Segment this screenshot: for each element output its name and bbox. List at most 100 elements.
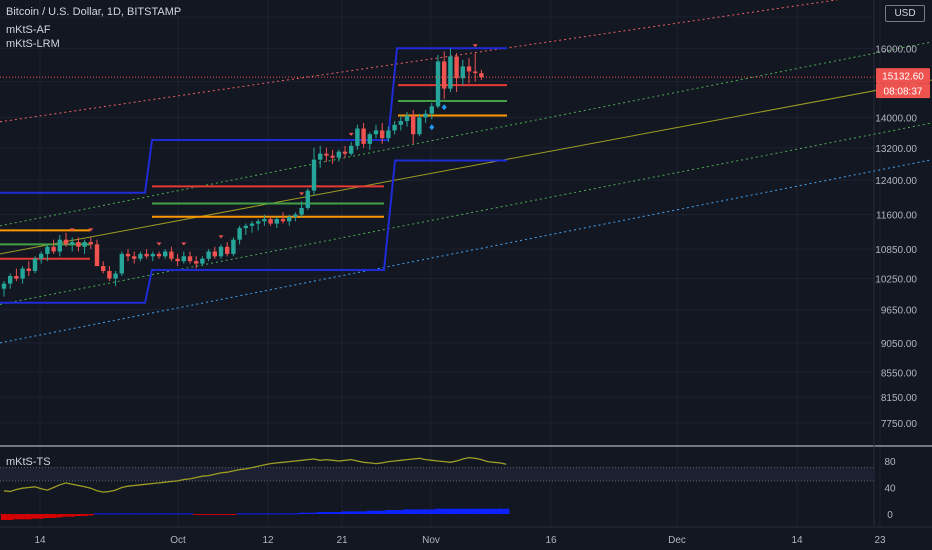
candle-body [249, 223, 255, 226]
histogram-bar [242, 513, 249, 515]
candle [417, 113, 422, 137]
candle [132, 251, 137, 264]
candle [144, 249, 149, 259]
candle [156, 251, 162, 259]
candle [51, 239, 56, 254]
histogram-bar [317, 512, 324, 515]
candle [107, 266, 112, 282]
candle [94, 239, 100, 267]
oscillator-tick-label: 0 [887, 510, 893, 521]
histogram-bar [255, 513, 262, 515]
candle [274, 216, 279, 229]
histogram-bar [19, 514, 26, 520]
candle-body [88, 242, 93, 245]
candle [398, 115, 403, 131]
candle [57, 235, 62, 257]
candle [26, 261, 31, 277]
candle [1, 281, 7, 297]
price-tick-label: 12400.00 [875, 176, 917, 187]
candle [479, 69, 484, 80]
candle [342, 145, 348, 158]
candle-body [466, 66, 472, 72]
candle-body [274, 219, 279, 224]
time-tick-label: 23 [874, 535, 886, 546]
histogram-bar [403, 509, 411, 515]
candle [411, 110, 416, 144]
candle [262, 214, 267, 226]
candle-body [330, 155, 335, 158]
candle-body [138, 253, 143, 259]
candle-body [150, 253, 155, 257]
regression-lower-line [0, 159, 932, 344]
symbol-title[interactable]: Bitcoin / U.S. Dollar, 1D, BITSTAMP [6, 6, 182, 18]
candle [187, 251, 193, 264]
candle-body [51, 246, 56, 252]
histogram-bar [25, 514, 32, 520]
buy-marker [429, 124, 435, 131]
histogram-bar [75, 514, 82, 517]
price-tick-label: 14000.00 [875, 113, 917, 124]
channel-upper-line [0, 47, 507, 194]
candle [256, 219, 261, 231]
indicator-lrm-label[interactable]: mKtS-LRM [6, 38, 60, 50]
candle [280, 212, 286, 224]
oscillator-label[interactable]: mKtS-TS [6, 456, 51, 468]
candle [454, 53, 459, 93]
candle [32, 256, 38, 274]
candle [473, 53, 478, 82]
candle-body [76, 242, 81, 247]
candle-body [429, 106, 434, 114]
candle [324, 147, 329, 162]
candle-body [435, 61, 441, 107]
histogram-bar [459, 508, 466, 515]
histogram-bar [69, 514, 76, 517]
candle [330, 149, 335, 164]
candle [113, 271, 118, 287]
histogram-bar [180, 513, 187, 515]
candle-body [342, 151, 348, 154]
time-tick-label: 14 [34, 535, 46, 546]
histogram-bar [38, 514, 45, 519]
histogram-bar [348, 511, 355, 515]
histogram-bar [112, 513, 119, 515]
candle [429, 102, 434, 120]
candle [466, 58, 472, 84]
candle-body [57, 239, 62, 252]
histogram-bar [360, 511, 367, 515]
candle-body [473, 71, 478, 74]
candle-body [386, 130, 391, 139]
histogram-bar [224, 514, 231, 516]
candle [82, 239, 87, 254]
candle [39, 251, 44, 264]
candle [336, 149, 341, 162]
histogram-bar [379, 510, 386, 515]
candle-body [212, 251, 217, 257]
candle [442, 51, 447, 100]
currency-button[interactable]: USD [885, 5, 925, 22]
sell-marker [348, 132, 354, 136]
candle [169, 246, 174, 262]
candle [150, 251, 155, 262]
candle [435, 54, 441, 109]
candle [361, 122, 366, 148]
histogram-bar [416, 509, 423, 515]
candle-body [460, 66, 465, 79]
price-tick-label: 7750.00 [881, 419, 918, 430]
histogram-bar [465, 508, 473, 515]
candle [70, 237, 75, 252]
histogram-bar [335, 512, 342, 515]
candle [63, 232, 69, 247]
candle [45, 244, 50, 262]
candle-body [206, 251, 211, 259]
histogram-bar [503, 508, 510, 515]
last-price-badge [876, 68, 930, 84]
candle [175, 253, 180, 267]
histogram-bar [31, 514, 39, 519]
histogram-bar [354, 511, 361, 515]
candle [200, 256, 205, 267]
time-tick-label: Dec [668, 535, 686, 546]
histogram-bar [410, 509, 417, 515]
indicator-af-label[interactable]: mKtS-AF [6, 24, 51, 36]
candle-body [132, 256, 137, 259]
